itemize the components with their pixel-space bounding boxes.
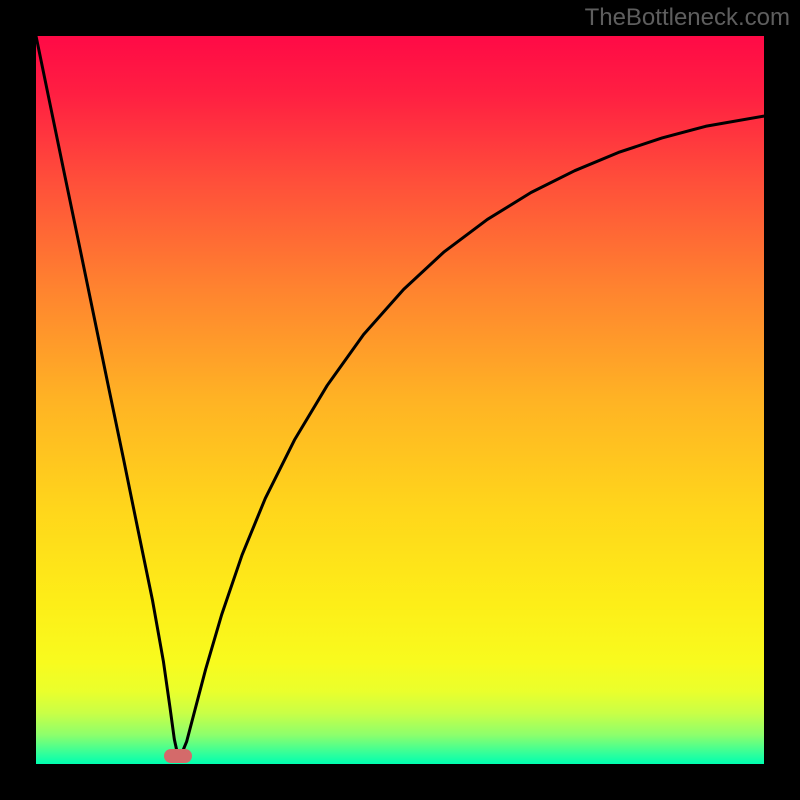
frame-border-bottom xyxy=(0,764,800,800)
chart-plot-area xyxy=(36,36,764,764)
minimum-marker xyxy=(164,749,192,763)
frame-border-left xyxy=(0,0,36,800)
chart-container: { "watermark": { "text": "TheBottleneck.… xyxy=(0,0,800,800)
frame-border-right xyxy=(764,0,800,800)
watermark-text: TheBottleneck.com xyxy=(585,4,790,32)
